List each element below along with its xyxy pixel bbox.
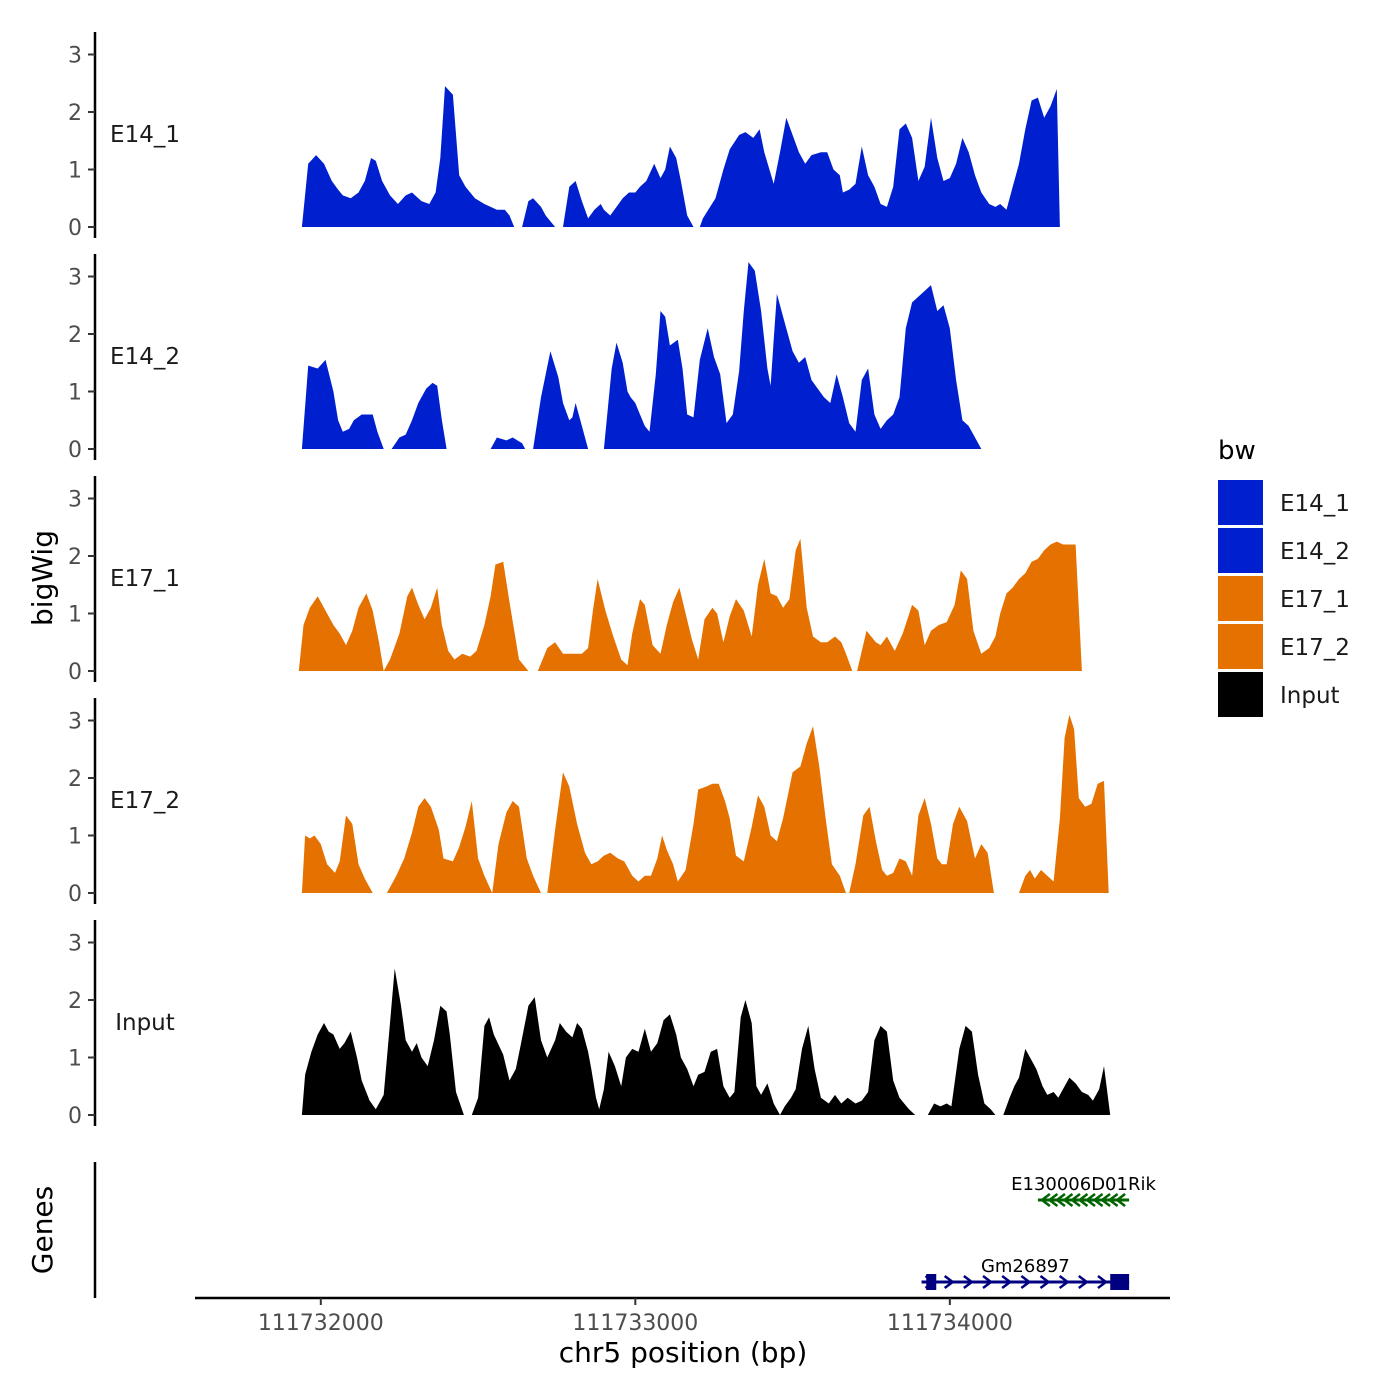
track-label: E17_2 [110, 788, 180, 814]
track-label: E14_1 [110, 122, 180, 148]
strand-arrow [1001, 1275, 1013, 1289]
track-e17_1: 0 1 2 3 E17_1 [68, 476, 1126, 685]
strand-arrow [1039, 1193, 1051, 1207]
y-tick-label: 1 [68, 381, 82, 406]
coverage-area [298, 538, 1126, 671]
y-tick-label: 1 [68, 159, 82, 184]
y-tick-label: 2 [68, 989, 82, 1014]
track-input: 0 1 2 3 Input [68, 920, 1123, 1129]
strand-arrow [963, 1275, 974, 1289]
strand-arrow [1054, 1193, 1066, 1207]
strand-arrow [1020, 1275, 1032, 1289]
strand-arrow [1047, 1193, 1059, 1207]
strand-arrow [1058, 1275, 1070, 1289]
y-tick-label: 0 [68, 216, 82, 241]
strand-arrow [982, 1275, 994, 1289]
x-axis-title: chr5 position (bp) [559, 1336, 808, 1369]
y-tick-label: 3 [68, 44, 82, 69]
legend-label: Input [1280, 683, 1340, 709]
legend-swatch [1218, 624, 1263, 669]
gene-label: Gm26897 [981, 1256, 1070, 1277]
track-e14_2: 0 1 2 3 E14_2 [68, 254, 1114, 463]
y-tick-label: 3 [68, 932, 82, 957]
x-axis: 111732000 111733000 111734000 [195, 1296, 1170, 1336]
gene-e130006d01rik: E130006D01Rik [1011, 1174, 1156, 1207]
y-tick-label: 0 [68, 882, 82, 907]
x-tick-label: 111734000 [887, 1311, 1013, 1336]
legend: bw E14_1 E14_2 E17_1 E17_2 Input [1218, 436, 1350, 717]
y-tick-label: 2 [68, 545, 82, 570]
coverage-panels: 0 1 2 3 E14_1 0 1 2 3 E14_2 0 1 2 3 E17_1 0 1 2 3 E17_2 0 1 2 3… [68, 32, 1126, 1129]
strand-arrow [943, 1275, 955, 1289]
track-e17_2: 0 1 2 3 E17_2 [68, 698, 1125, 907]
legend-swatch [1218, 672, 1263, 717]
strand-arrow [1084, 1193, 1096, 1207]
y-tick-label: 3 [68, 488, 82, 513]
legend-title: bw [1218, 436, 1256, 466]
y-tick-label: 0 [68, 1104, 82, 1129]
gene-gm26897: Gm26897 [921, 1256, 1130, 1290]
legend-item-e17_2: E17_2 [1218, 624, 1350, 669]
track-label: E14_2 [110, 344, 180, 370]
y-tick-label: 1 [68, 603, 82, 628]
x-tick-label: 111732000 [258, 1311, 384, 1336]
legend-item-e14_2: E14_2 [1218, 528, 1350, 573]
strand-arrow [1078, 1275, 1089, 1289]
legend-item-input: Input [1218, 672, 1340, 717]
legend-swatch [1218, 528, 1263, 573]
track-label: E17_1 [110, 566, 180, 592]
genes-axis-title: Genes [26, 1186, 59, 1274]
genes-panel: Genes E130006D01Rik Gm26897 [26, 1162, 1156, 1298]
y-tick-label: 2 [68, 323, 82, 348]
y-tick-label: 3 [68, 266, 82, 291]
coverage-area [301, 86, 1060, 227]
strand-arrow [1097, 1275, 1109, 1289]
coverage-area [301, 968, 1123, 1115]
gene-label: E130006D01Rik [1011, 1174, 1156, 1195]
exon [926, 1274, 937, 1290]
legend-label: E17_2 [1280, 635, 1350, 661]
coverage-area [301, 262, 1114, 449]
strand-arrow [1062, 1193, 1074, 1207]
y-tick-label: 3 [68, 710, 82, 735]
legend-swatch [1218, 576, 1263, 621]
strand-arrow [1077, 1193, 1089, 1207]
legend-item-e14_1: E14_1 [1218, 480, 1350, 525]
legend-label: E17_1 [1280, 587, 1350, 613]
y-tick-label: 0 [68, 660, 82, 685]
y-tick-label: 1 [68, 825, 82, 850]
strand-arrow [1107, 1193, 1119, 1207]
legend-label: E14_2 [1280, 539, 1350, 565]
strand-arrow [1069, 1193, 1081, 1207]
strand-arrow [1099, 1193, 1111, 1207]
track-label: Input [115, 1010, 175, 1036]
track-e14_1: 0 1 2 3 E14_1 [68, 32, 1060, 241]
y-axis-title: bigWig [26, 530, 59, 626]
y-tick-label: 2 [68, 767, 82, 792]
coverage-area [301, 714, 1125, 893]
legend-label: E14_1 [1280, 491, 1350, 517]
y-tick-label: 1 [68, 1047, 82, 1072]
y-tick-label: 0 [68, 438, 82, 463]
strand-arrow [1115, 1193, 1126, 1207]
strand-arrow [1092, 1193, 1104, 1207]
legend-swatch [1218, 480, 1263, 525]
strand-arrow [1039, 1275, 1051, 1289]
x-tick-label: 111733000 [572, 1311, 698, 1336]
exon [1110, 1274, 1130, 1290]
y-tick-label: 2 [68, 101, 82, 126]
legend-item-e17_1: E17_1 [1218, 576, 1350, 621]
